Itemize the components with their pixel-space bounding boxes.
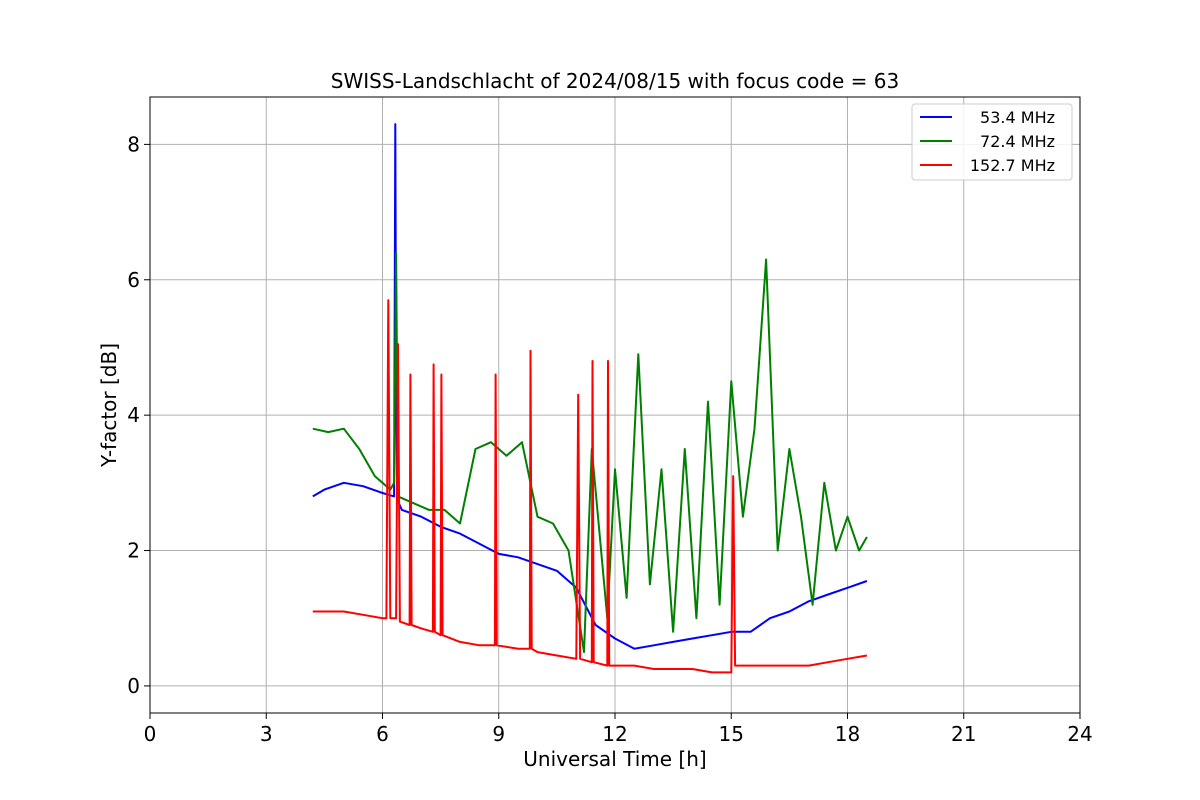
y-tick-label: 8 — [127, 132, 140, 156]
x-tick-label: 3 — [260, 722, 273, 746]
legend-label: 53.4 MHz — [980, 108, 1055, 127]
x-tick-label: 21 — [951, 722, 976, 746]
x-tick-label: 0 — [144, 722, 157, 746]
series-line-152-7-mhz — [312, 299, 868, 674]
chart-title: SWISS-Landschlacht of 2024/08/15 with fo… — [331, 69, 899, 93]
x-tick-label: 6 — [376, 722, 389, 746]
legend-label: 152.7 MHz — [970, 156, 1055, 175]
y-tick-label: 0 — [127, 674, 140, 698]
y-axis-label: Y-factor [dB] — [97, 343, 121, 468]
legend: 53.4 MHz 72.4 MHz 152.7 MHz — [911, 103, 1073, 181]
x-tick-label: 18 — [835, 722, 860, 746]
legend-box — [911, 103, 1073, 181]
y-tick-label: 6 — [127, 268, 140, 292]
series-group — [312, 123, 868, 674]
y-tick-label: 2 — [127, 539, 140, 563]
x-tick-label: 24 — [1067, 722, 1092, 746]
y-tick-label: 4 — [127, 403, 140, 427]
x-axis-label: Universal Time [h] — [523, 747, 706, 771]
legend-label: 72.4 MHz — [980, 132, 1055, 151]
x-tick-label: 12 — [602, 722, 627, 746]
x-tick-label: 15 — [719, 722, 744, 746]
x-tick-label: 9 — [492, 722, 505, 746]
